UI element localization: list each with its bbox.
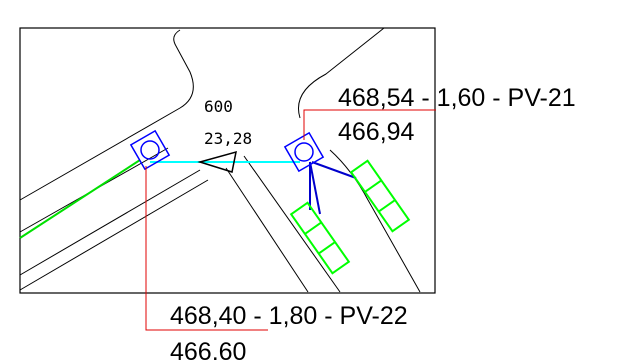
pipe-length-label: 600 [204,97,233,116]
manhole-circle-in-rotated-square-icon [129,129,171,171]
street-edge-diag-a [243,155,341,293]
leader-line-pv22 [145,166,268,331]
manhole-pv22 [129,129,171,171]
storm-inlet-right [349,159,411,233]
storm-inlet-grate-icon [349,159,411,233]
pv21-bottom-elevation: 466,94 [338,118,415,146]
manhole-circle-in-rotated-square-icon [283,131,325,173]
pv21-annotation: 468,54 - 1,60 - PV-21 466,94 [338,84,576,146]
street-edge-left-upper [19,29,194,201]
branch-pipe-right [311,161,357,179]
existing-pipe [19,159,141,239]
flow-arrow-triangle-icon [197,150,237,173]
street-edge-diag-b [225,167,309,293]
leader-lines [145,109,436,331]
pv22-annotation: 468,40 - 1,80 - PV-22 466,60 [170,302,408,360]
street-edge-center-b [19,179,209,291]
pv22-bottom-elevation: 466,60 [170,338,246,360]
pipe-segment-annotation: 600 23,28 [204,97,252,148]
storm-inlet-left [289,201,351,275]
pv21-label: 468,54 - 1,60 - PV-21 [338,84,576,112]
pv22-label: 468,40 - 1,80 - PV-22 [170,302,408,330]
branch-pipes [309,161,357,215]
pipe-slope-label: 23,28 [204,129,252,148]
street-edge-center-a [19,169,201,276]
branch-pipe-left-diag [309,161,321,215]
leader-line-pv21 [303,109,436,140]
manhole-pv21 [283,131,325,173]
street-edge-right-upper [298,27,385,119]
storm-inlet-grate-icon [289,201,351,275]
drawing-frame [19,27,436,294]
street-edges [19,27,421,293]
